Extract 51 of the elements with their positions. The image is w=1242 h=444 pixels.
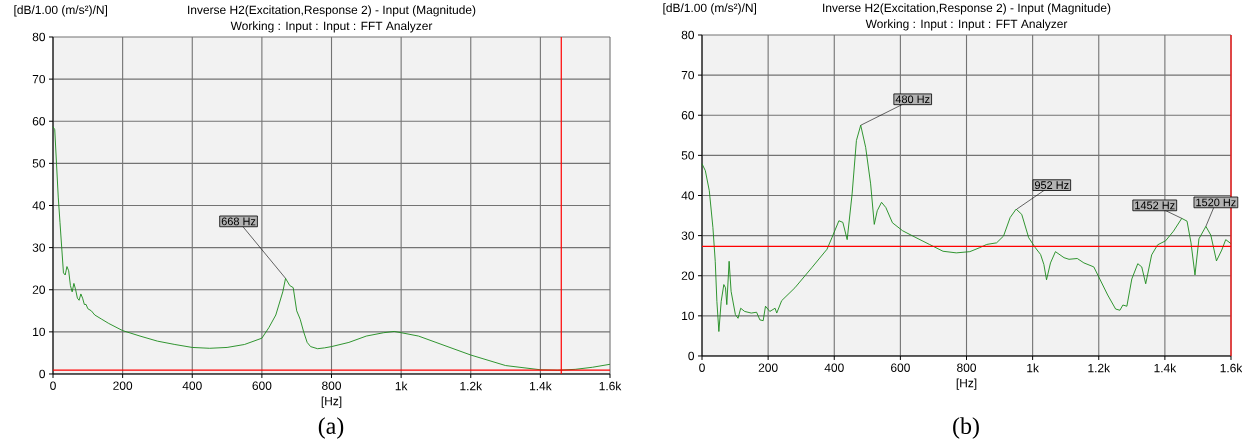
x-tick-label: 1k — [1027, 363, 1039, 373]
x-tick-label: 400 — [824, 363, 844, 372]
x-tick-label: 400 — [182, 381, 202, 390]
annotation: 480 Hz — [895, 95, 930, 104]
y-tick-label: 10 — [682, 311, 695, 321]
chart-subtitle: Working : Input : Input : FFT Analyzer — [865, 19, 1068, 31]
x-tick-label: 0 — [699, 363, 705, 372]
x-tick-label: 1.6k — [599, 381, 622, 391]
chart-title: Inverse H2(Excitation,Response 2) - Input (Magnitude) — [188, 5, 476, 17]
y-axis-title: [dB/1.00 (m/s²)/N] — [14, 5, 107, 17]
x-tick-label: 1.6k — [1220, 363, 1242, 373]
x-axis-title: [Hz] — [321, 396, 342, 408]
y-tick-label: 50 — [681, 151, 695, 160]
y-tick-label: 20 — [681, 271, 695, 280]
chart-title: Inverse H2(Excitation,Response 2) - Input (Magnitude) — [823, 3, 1111, 15]
x-tick-label: 600 — [252, 381, 272, 390]
annotation: 1520 Hz — [1196, 198, 1236, 207]
x-tick-label: 800 — [957, 363, 977, 372]
y-tick-label: 20 — [32, 285, 46, 294]
y-tick-label: 30 — [681, 231, 695, 240]
y-tick-label: 40 — [681, 191, 695, 200]
x-tick-label: 1.4k — [1154, 363, 1177, 373]
x-tick-label: 600 — [891, 363, 910, 372]
x-tick-label: 200 — [113, 381, 133, 390]
x-axis-title: [Hz] — [956, 378, 977, 390]
x-tick-label: 200 — [758, 363, 778, 372]
y-axis-title: [dB/1.00 (m/s²)/N] — [663, 3, 756, 15]
x-tick-label: 0 — [50, 381, 56, 390]
annotation: 1452 Hz — [1135, 201, 1175, 210]
annotation: 952 Hz — [1034, 181, 1069, 190]
x-tick-label: 1k — [395, 381, 408, 391]
chart-subtitle: Working : Input : Input : FFT Analyzer — [230, 21, 433, 33]
line-series — [52, 126, 611, 371]
y-tick-label: 70 — [32, 74, 46, 84]
y-tick-label: 60 — [681, 111, 695, 120]
annotation: 668 Hz — [221, 217, 256, 226]
x-tick-label: 1.4k — [529, 381, 552, 391]
y-tick-label: 80 — [681, 30, 695, 40]
x-tick-label: 1.2k — [460, 381, 483, 391]
y-tick-label: 30 — [32, 243, 46, 252]
x-tick-label: 800 — [322, 381, 342, 390]
text: (a) — [318, 417, 344, 439]
y-tick-label: 10 — [33, 327, 46, 337]
y-tick-label: 70 — [681, 70, 695, 80]
text: (b) — [953, 417, 979, 439]
y-tick-label: 40 — [32, 201, 46, 210]
y-tick-label: 60 — [32, 117, 46, 126]
y-tick-label: 80 — [32, 32, 46, 42]
y-tick-label: 50 — [32, 159, 46, 168]
x-tick-label: 1.2k — [1088, 363, 1111, 373]
y-tick-label: 0 — [688, 351, 695, 361]
